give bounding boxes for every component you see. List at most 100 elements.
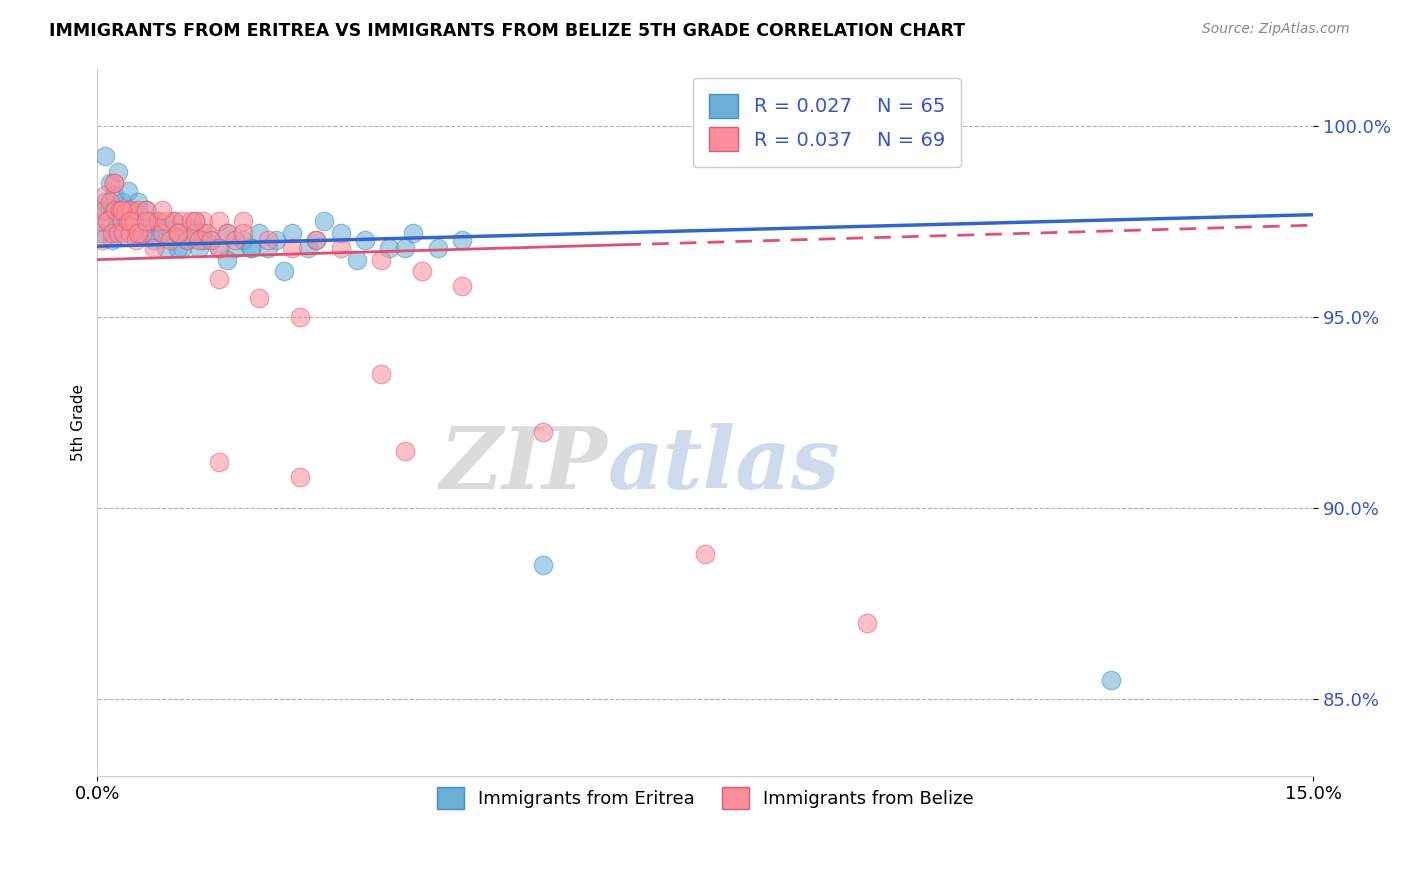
Point [167,226,190,240]
Point [159,222,181,236]
Y-axis label: 5th Grade: 5th Grade [72,384,86,460]
Point [94,149,117,163]
Point [150,202,173,217]
Point [249,226,271,240]
Point [108,211,131,225]
Point [131,214,153,228]
Point [531,425,554,439]
Point [195,226,218,240]
Point [155,214,177,228]
Point [90,226,112,240]
Point [180,214,202,228]
Point [305,234,328,248]
Point [139,214,162,228]
Point [127,226,149,240]
Point [172,241,194,255]
Point [378,241,401,255]
Point [167,226,190,240]
Point [232,226,254,240]
Point [94,195,117,210]
Point [89,214,111,228]
Point [256,234,278,248]
Point [96,214,118,228]
Text: Source: ZipAtlas.com: Source: ZipAtlas.com [1202,22,1350,37]
Point [183,226,205,240]
Point [150,226,173,240]
Point [240,241,263,255]
Point [208,271,231,285]
Point [114,202,136,217]
Point [107,226,129,240]
Point [281,241,304,255]
Point [103,202,125,217]
Point [240,241,263,255]
Point [107,164,129,178]
Point [200,234,222,248]
Point [370,252,392,267]
Point [314,214,336,228]
Point [98,176,121,190]
Point [183,214,205,228]
Point [180,222,202,236]
Point [856,615,879,630]
Point [101,226,124,240]
Point [215,226,238,240]
Point [118,202,141,217]
Point [411,264,433,278]
Point [208,241,231,255]
Point [281,226,304,240]
Point [232,234,254,248]
Point [187,234,209,248]
Point [353,234,375,248]
Point [155,241,177,255]
Point [191,234,214,248]
Point [114,214,136,228]
Point [329,226,352,240]
Point [224,234,246,248]
Point [1099,673,1122,687]
Point [159,234,181,248]
Point [96,214,118,228]
Point [695,547,717,561]
Point [118,214,141,228]
Point [127,202,149,217]
Point [329,241,352,255]
Point [176,234,198,248]
Point [139,226,162,240]
Legend: Immigrants from Eritrea, Immigrants from Belize: Immigrants from Eritrea, Immigrants from… [429,780,981,816]
Point [135,202,157,217]
Point [112,226,135,240]
Point [135,214,157,228]
Point [394,241,416,255]
Point [127,195,149,210]
Point [111,195,134,210]
Point [146,214,169,228]
Point [167,226,190,240]
Point [256,241,278,255]
Point [111,202,134,217]
Point [187,241,209,255]
Point [103,176,125,190]
Point [215,226,238,240]
Point [101,234,124,248]
Point [117,184,139,198]
Point [104,222,127,236]
Point [93,202,115,217]
Point [93,202,115,217]
Point [150,226,173,240]
Point [172,214,194,228]
Point [215,252,238,267]
Point [103,187,125,202]
Point [122,214,145,228]
Point [297,241,319,255]
Point [191,214,214,228]
Point [163,214,186,228]
Point [98,195,121,210]
Point [135,202,157,217]
Point [91,234,114,248]
Point [143,241,166,255]
Point [176,234,198,248]
Point [183,214,205,228]
Point [394,443,416,458]
Point [167,241,190,255]
